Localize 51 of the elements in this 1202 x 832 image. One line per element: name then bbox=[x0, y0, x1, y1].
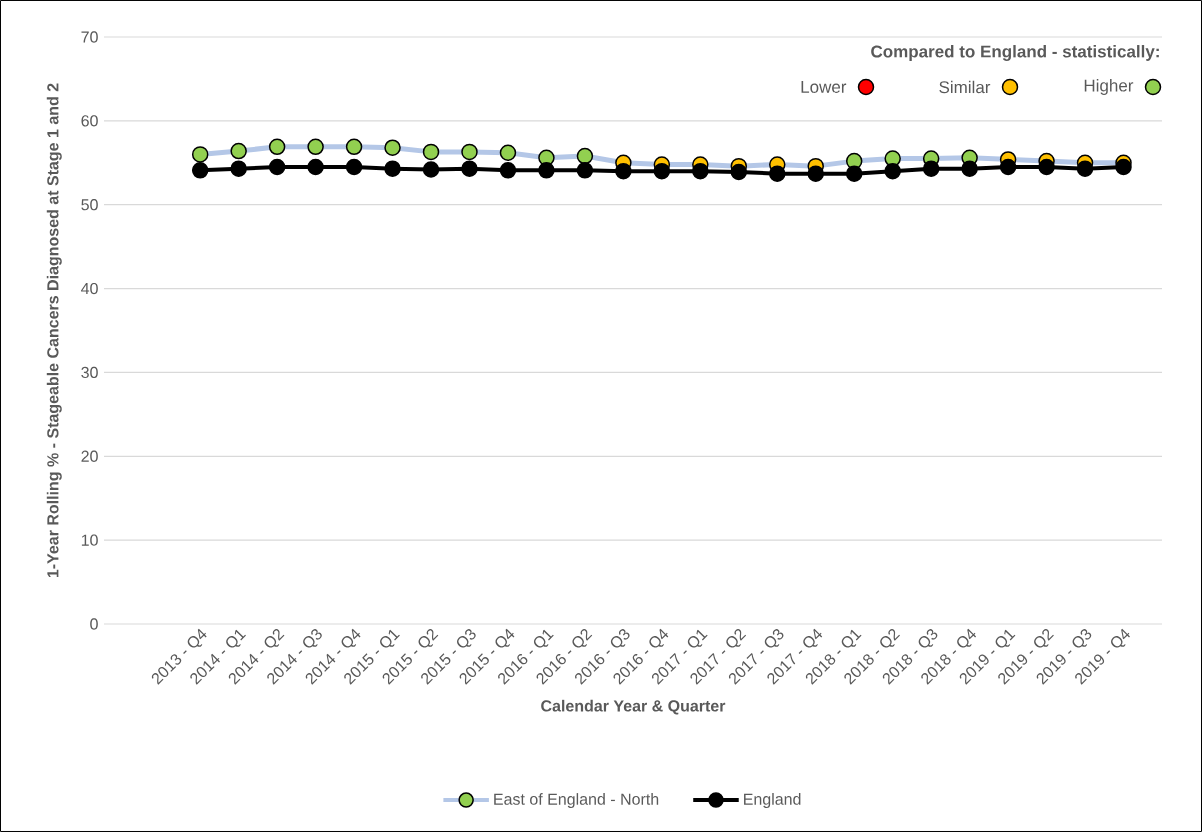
point bbox=[384, 139, 401, 156]
point bbox=[499, 162, 517, 179]
y-tick-label: 0 bbox=[90, 618, 98, 630]
point bbox=[576, 147, 594, 165]
point bbox=[538, 162, 555, 179]
point bbox=[422, 143, 440, 161]
point bbox=[884, 162, 901, 180]
point bbox=[653, 162, 671, 180]
point bbox=[615, 162, 632, 180]
y-tick-label: 20 bbox=[81, 450, 98, 462]
point bbox=[345, 138, 363, 156]
y-tick-label: 30 bbox=[81, 366, 98, 379]
legend-label: East of England - North bbox=[494, 793, 659, 809]
point bbox=[307, 138, 324, 156]
point bbox=[230, 142, 247, 160]
annotation: Compared to England - statistically: bbox=[871, 45, 1159, 61]
point bbox=[807, 165, 824, 182]
point bbox=[268, 138, 286, 156]
annotation: Higher bbox=[1084, 79, 1134, 95]
x-axis-title: Calendar Year & Quarter bbox=[541, 699, 726, 715]
point bbox=[1076, 160, 1094, 177]
y-tick-label: 10 bbox=[81, 534, 98, 546]
y-tick-label: 60 bbox=[81, 115, 98, 127]
point bbox=[499, 144, 517, 161]
point bbox=[230, 160, 247, 177]
point bbox=[461, 143, 478, 161]
point bbox=[191, 162, 209, 179]
point bbox=[384, 160, 401, 177]
point bbox=[845, 165, 863, 182]
point bbox=[576, 162, 594, 179]
point bbox=[461, 160, 478, 177]
y-tick-label: 40 bbox=[81, 282, 98, 295]
point bbox=[307, 158, 324, 176]
point bbox=[191, 146, 209, 163]
point bbox=[422, 161, 440, 178]
point bbox=[922, 160, 940, 177]
point bbox=[692, 162, 709, 180]
annotation: Lower bbox=[801, 81, 847, 93]
legend-label: England bbox=[744, 793, 801, 809]
point bbox=[1038, 158, 1055, 176]
y-tick-label: 50 bbox=[81, 199, 98, 211]
point bbox=[730, 163, 748, 181]
point bbox=[1115, 158, 1132, 176]
point bbox=[345, 158, 363, 176]
annotation: Similar bbox=[939, 80, 991, 94]
point bbox=[961, 160, 978, 177]
point bbox=[769, 165, 786, 182]
y-tick-label: 70 bbox=[81, 31, 98, 43]
point bbox=[268, 158, 286, 176]
point bbox=[999, 158, 1017, 176]
y-axis-title: 1-Year Rolling % - Stageable Cancers Diagnosed at Stage 1 and 2 bbox=[46, 83, 62, 578]
